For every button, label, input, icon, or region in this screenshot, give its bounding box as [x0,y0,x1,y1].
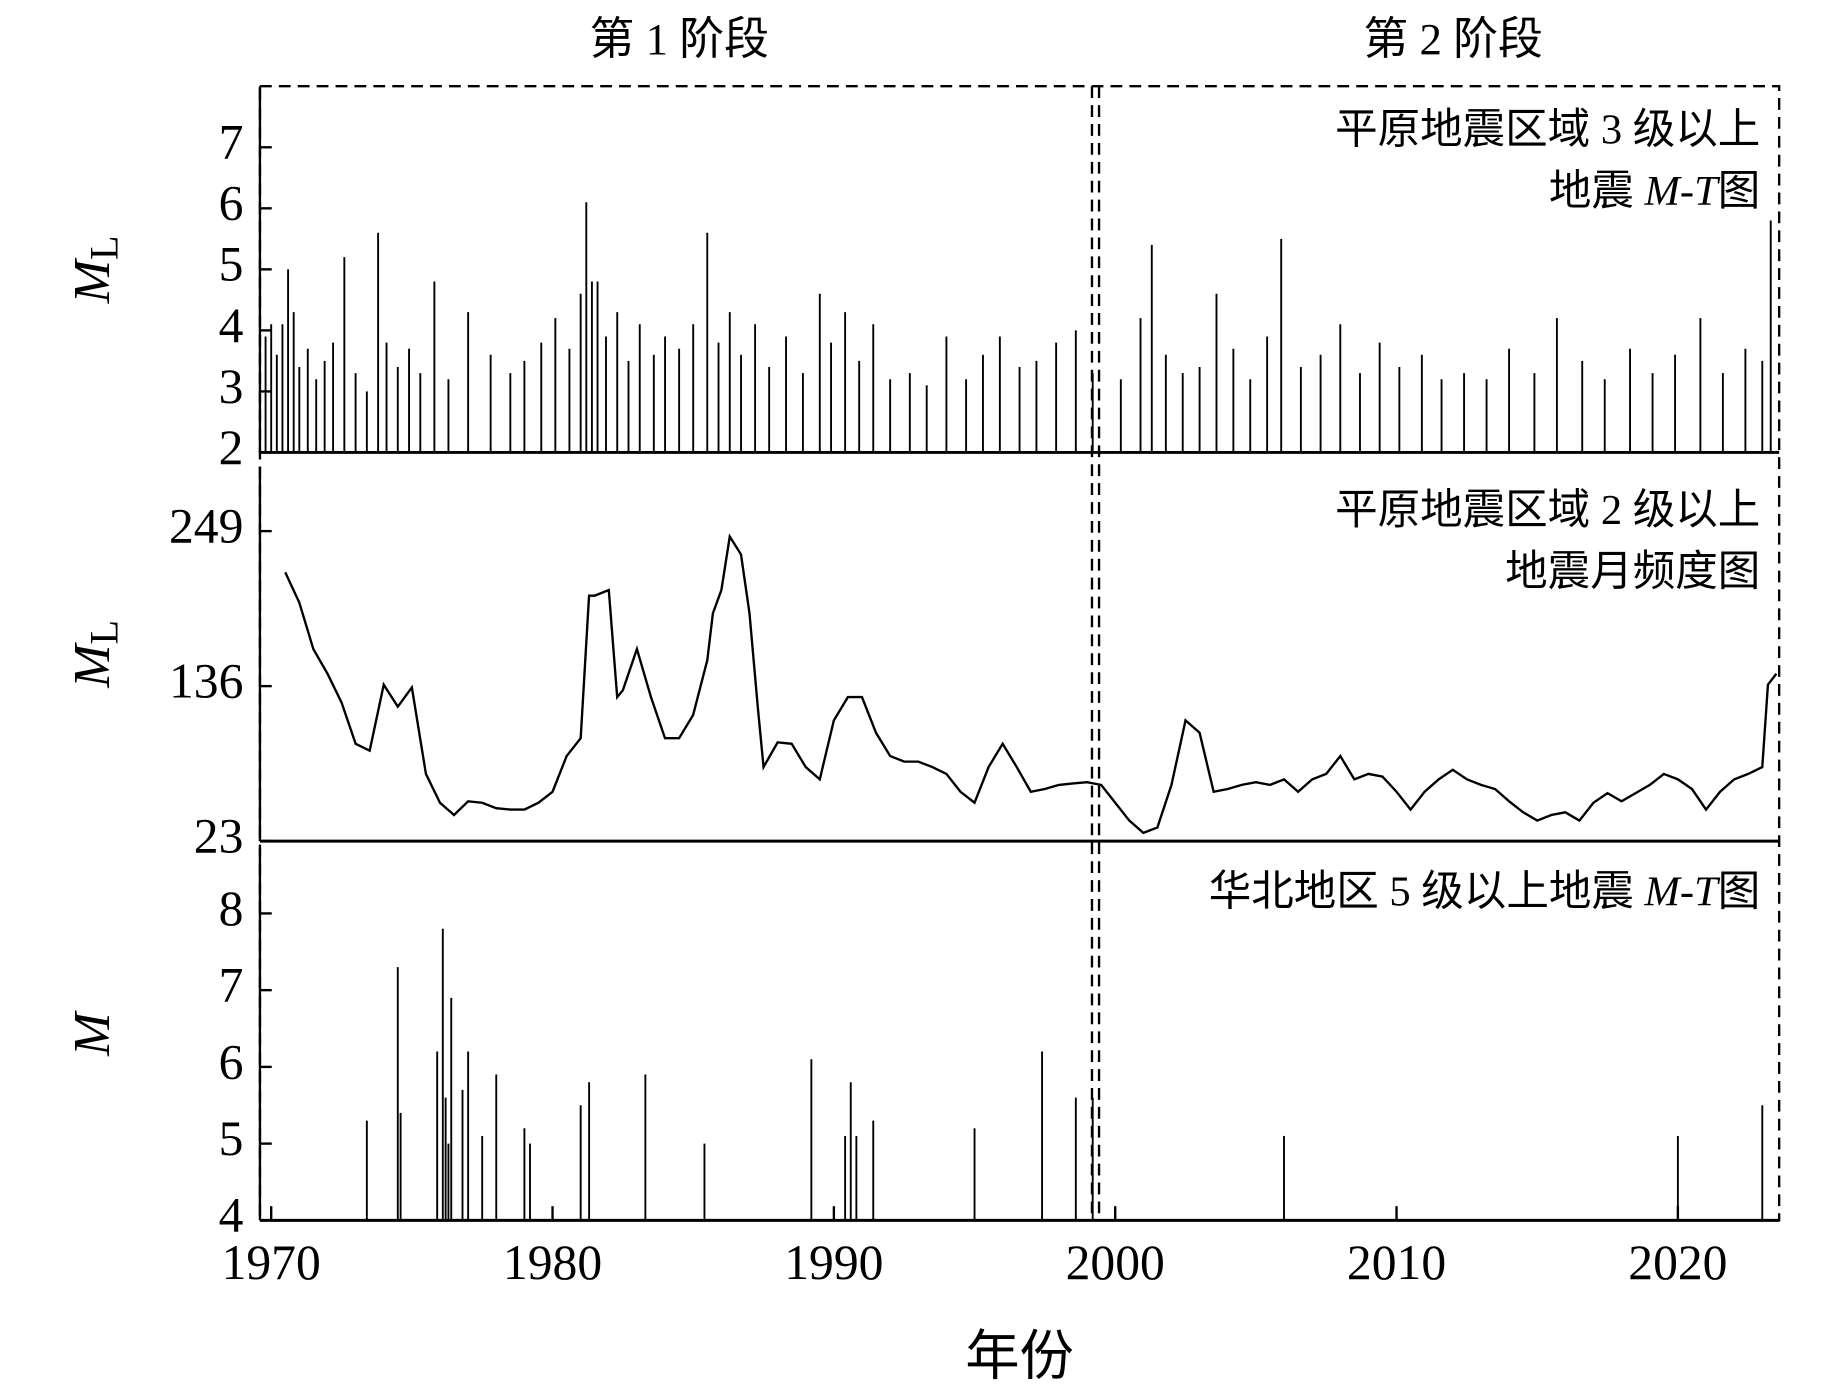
y-tick-label: 6 [219,176,244,231]
phase-label: 第 2 阶段 [1363,14,1543,64]
y-axis-label-sub: L [82,235,127,260]
y-tick-label: 249 [169,498,243,553]
y-axis-label-sub: L [82,620,127,645]
annotation-part: 地震 [1549,168,1645,215]
y-tick-label: 136 [169,654,243,709]
y-tick-label: 5 [219,1111,244,1166]
annotation: 平原地震区域 3 级以上 [1335,106,1760,153]
phase-label: 第 1 阶段 [590,14,769,64]
annotation-part: M-T [1644,868,1722,915]
y-axis-label: M [64,1010,121,1057]
y-axis-label: ML [64,620,127,689]
y-tick-label: 5 [219,237,244,292]
annotation: 地震 M-T图 [1549,168,1760,215]
annotation: 华北地区 5 级以上地震 M-T图 [1209,868,1761,915]
y-axis-label-main: M [64,642,121,689]
annotation-part: 图 [1718,168,1761,215]
y-axis-label-main: M [64,257,121,304]
y-axis-label-main: M [64,1010,121,1057]
annotation-part: 平原地震区域 2 级以上 [1335,487,1760,534]
y-tick-label: 2 [219,420,244,475]
y-tick-label: 23 [194,809,244,864]
x-tick-label: 1980 [503,1235,602,1290]
x-tick-label: 1990 [784,1235,883,1290]
y-tick-label: 7 [219,958,244,1013]
y-tick-label: 7 [219,115,244,170]
annotation-part: M-T [1644,168,1722,215]
line [284,533,1778,835]
x-tick-label: 2010 [1347,1235,1446,1290]
x-tick-label: 1970 [222,1235,321,1290]
annotation-part: 图 [1718,868,1761,915]
annotation-part: 平原地震区域 3 级以上 [1335,106,1760,153]
annotation: 地震月频度图 [1505,548,1760,595]
x-tick-label: 2000 [1066,1235,1165,1290]
y-tick-label: 6 [219,1034,244,1089]
frame [258,85,1781,1222]
annotation-part: 华北地区 5 级以上地震 [1209,868,1645,915]
y-tick-label: 4 [219,298,244,353]
annotation: 平原地震区域 2 级以上 [1335,487,1760,534]
x-tick-label: 2020 [1628,1235,1727,1290]
x-axis-label: 年份 [965,1327,1074,1387]
y-tick-label: 3 [219,359,244,414]
y-tick-label: 4 [219,1188,244,1243]
annotation-part: 地震月频度图 [1505,548,1760,595]
y-tick-label: 8 [219,881,244,936]
y-axis-label: ML [64,235,127,304]
